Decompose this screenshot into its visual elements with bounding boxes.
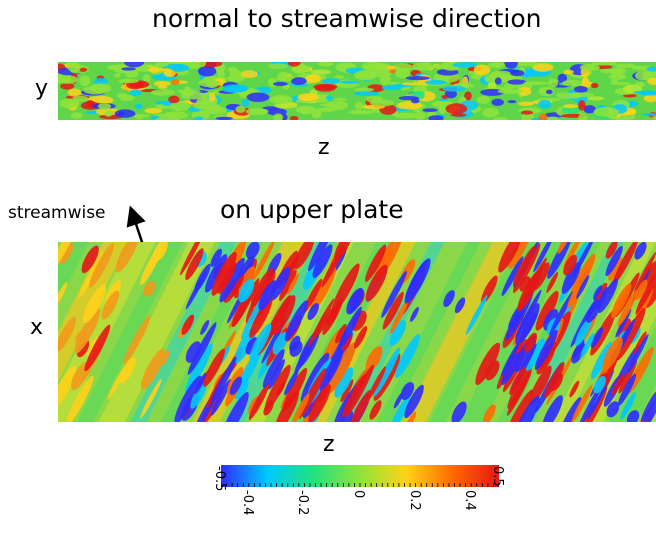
bottom-z-axis-label: z: [323, 432, 335, 457]
colorbar-tick-label: -0.5: [212, 466, 227, 492]
bottom-heatmap: [58, 242, 656, 422]
bottom-panel-title: on upper plate: [220, 195, 404, 224]
colorbar: [221, 465, 499, 487]
streamwise-label: streamwise: [8, 203, 106, 223]
bottom-heatmap-panel: [58, 242, 656, 422]
colorbar-tick-label: -0.4: [239, 490, 255, 516]
colorbar-tick-label: 0: [351, 490, 366, 499]
top-y-axis-label: y: [35, 76, 49, 101]
top-heatmap-panel: [58, 62, 656, 120]
colorbar-tick-label: -0.2: [295, 490, 311, 516]
colorbar-tick-label: 0.5: [490, 466, 505, 487]
colorbar-gradient: [221, 465, 499, 487]
colorbar-tick-label: 0.2: [406, 490, 422, 511]
colorbar-tick-label: 0.4: [462, 490, 478, 511]
top-panel-title: normal to streamwise direction: [152, 4, 542, 33]
top-z-axis-label: z: [318, 135, 330, 160]
bottom-x-axis-label: x: [30, 315, 44, 340]
top-heatmap: [58, 62, 656, 120]
